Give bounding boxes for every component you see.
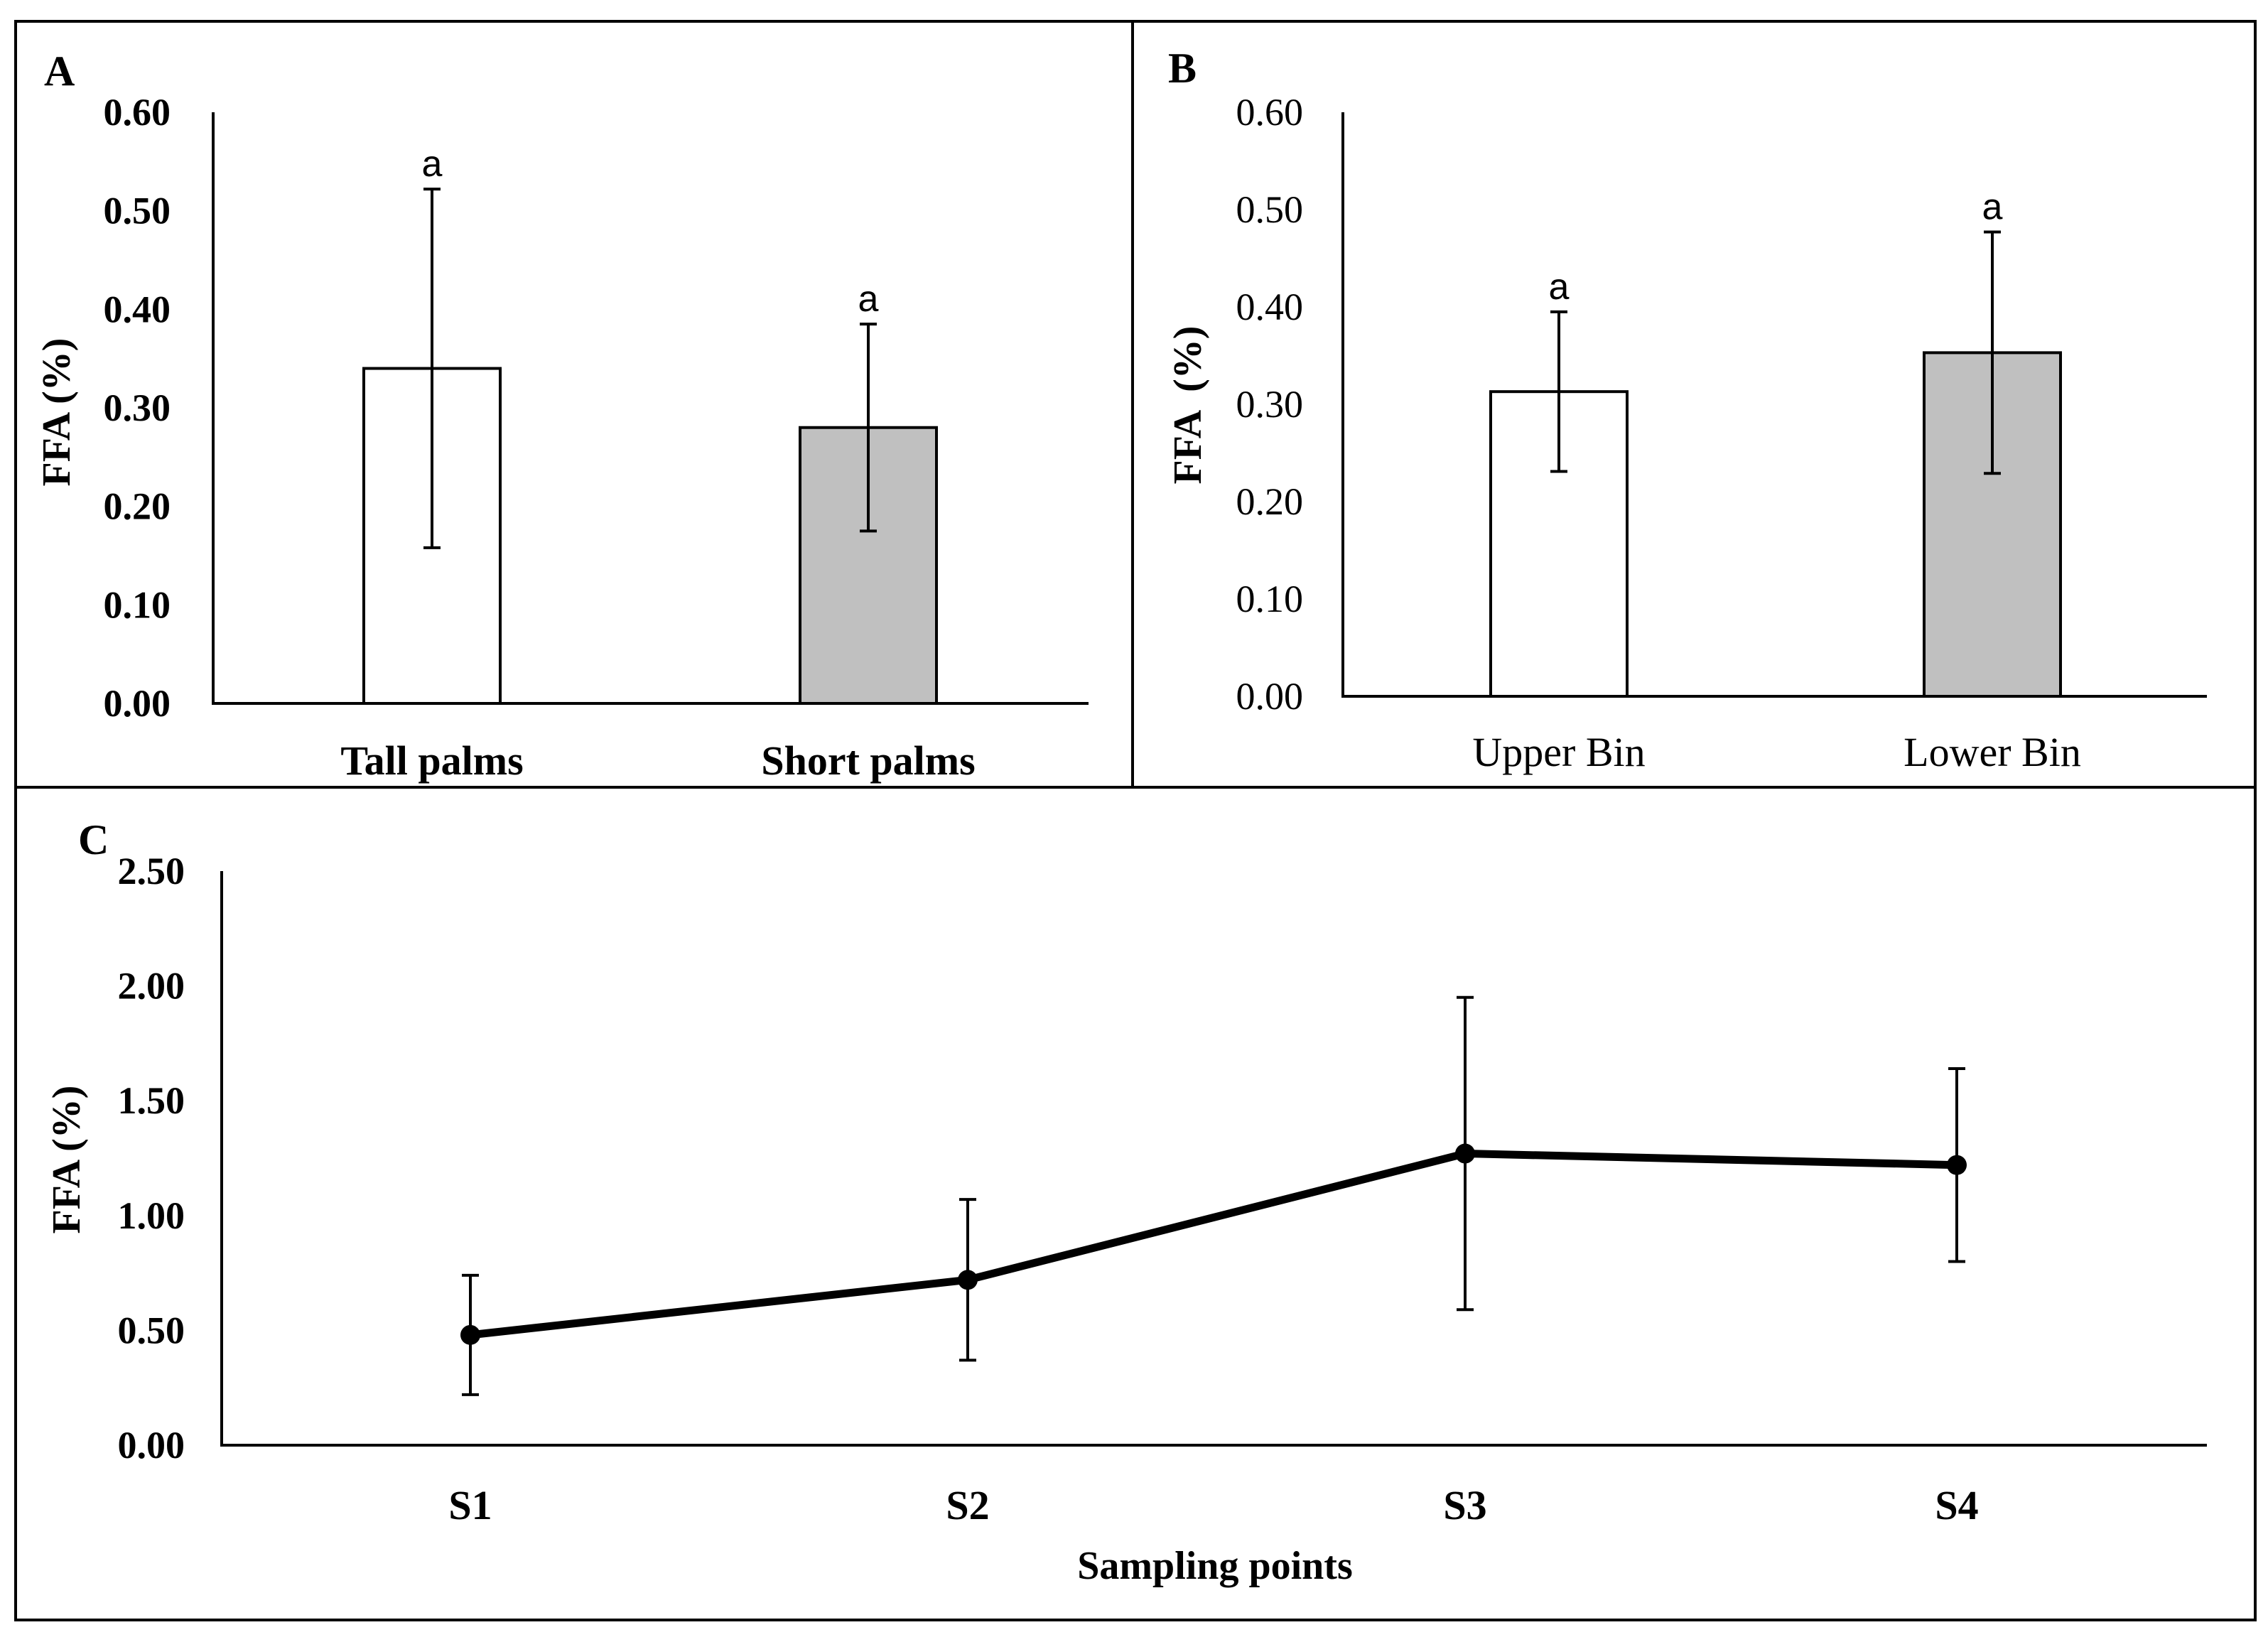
panel-a-x-tick-label: Short palms (761, 738, 975, 784)
panel-b-y-tick-label: 0.40 (1236, 286, 1304, 328)
panel-a-y-tick-label: 0.40 (104, 288, 171, 330)
figure-frame (14, 20, 2257, 1621)
panel-b-y-tick-label: 0.30 (1236, 383, 1304, 426)
panel-b-x-tick-label: Upper Bin (1472, 729, 1645, 775)
panel-c-data-point (1455, 1143, 1475, 1164)
panel-b-y-tick-label: 0.20 (1236, 480, 1304, 523)
panel-c-x-ticks: S1 S2 S3 S4 (448, 1482, 1978, 1528)
panel-b-bars: aa (1489, 187, 2062, 698)
panel-a-x-tick-label: Tall palms (340, 738, 523, 784)
panel-b-significance-letter: a (1549, 266, 1570, 308)
panel-c-y-tick-label: 0.50 (118, 1309, 185, 1351)
panel-b-y-tick-label: 0.60 (1236, 91, 1304, 134)
panel-c-y-ticks: 0.00 0.50 1.00 1.50 2.00 2.50 (118, 850, 185, 1467)
panel-b-y-ticks: 0.00 0.10 0.20 0.30 0.40 0.50 0.60 (1236, 91, 1304, 718)
panel-b: B 0.00 0.10 0.20 0.30 0.40 0.50 0.60 FFA (%) a… (1166, 45, 2207, 775)
panel-b-y-tick-label: 0.50 (1236, 188, 1304, 231)
panel-b-label: B (1168, 45, 1197, 92)
panel-b-y-tick-label: 0.10 (1236, 578, 1304, 620)
panel-c-x-tick-label: S2 (946, 1482, 989, 1528)
panel-c-x-tick-label: S4 (1935, 1482, 1978, 1528)
panel-a-significance-letter: a (422, 144, 443, 185)
panel-a-y-axis-label: FFA (%) (35, 338, 79, 487)
panel-c-y-tick-label: 2.50 (118, 850, 185, 892)
panel-c: C 0.000.501.001.502.002.50 FFA (%) S1 S2 S… (45, 816, 2207, 1588)
panel-a-y-tick-label: 0.00 (104, 682, 171, 725)
panel-c-x-tick-label: S3 (1443, 1482, 1486, 1528)
panel-b-y-axis-label: FFA (%) (1166, 326, 1210, 485)
panel-a-significance-letter: a (858, 279, 879, 320)
panel-c-label: C (78, 816, 109, 863)
panel-b-x-ticks: Upper Bin Lower Bin (1472, 729, 2080, 775)
panel-c-y-tick-label: 1.00 (118, 1194, 185, 1237)
panel-c-y-tick-label: 2.00 (118, 965, 185, 1008)
panel-a-y-tick-label: 0.10 (104, 583, 171, 626)
panel-c-x-axis-label: Sampling points (1077, 1544, 1353, 1588)
panel-a-label: A (44, 48, 75, 94)
panel-c-y-axis-label: FFA (%) (45, 1086, 89, 1234)
panel-c-data-point (958, 1270, 978, 1290)
panel-c-y-tick-label: 0.00 (118, 1424, 185, 1467)
panel-b-x-tick-label: Lower Bin (1904, 729, 2081, 775)
panel-a-y-tick-label: 0.50 (104, 190, 171, 232)
panel-a-y-tick-label: 0.60 (104, 91, 171, 134)
panel-c-data-point (1947, 1155, 1967, 1175)
panel-c-series-line (470, 1150, 1958, 1339)
panel-a-y-tick-label: 0.20 (104, 485, 171, 528)
panel-c-x-tick-label: S1 (448, 1482, 492, 1528)
panel-c-y-tick-label: 1.50 (118, 1079, 185, 1122)
panel-c-data-point (460, 1324, 480, 1345)
panel-a-y-ticks: 0.00 0.10 0.20 0.30 0.40 0.50 0.60 (104, 91, 171, 725)
panel-b-y-tick-label: 0.00 (1236, 675, 1304, 718)
panel-b-significance-letter: a (1982, 187, 2003, 228)
panel-a-bars: aa (362, 144, 938, 705)
panel-a: A 0.00 0.10 0.20 0.30 0.40 0.50 0.60 FFA (%) a… (35, 48, 1089, 784)
panel-a-x-ticks: Tall palms Short palms (340, 738, 975, 784)
panel-c-plot (460, 995, 1967, 1396)
panel-a-y-tick-label: 0.30 (104, 387, 171, 429)
